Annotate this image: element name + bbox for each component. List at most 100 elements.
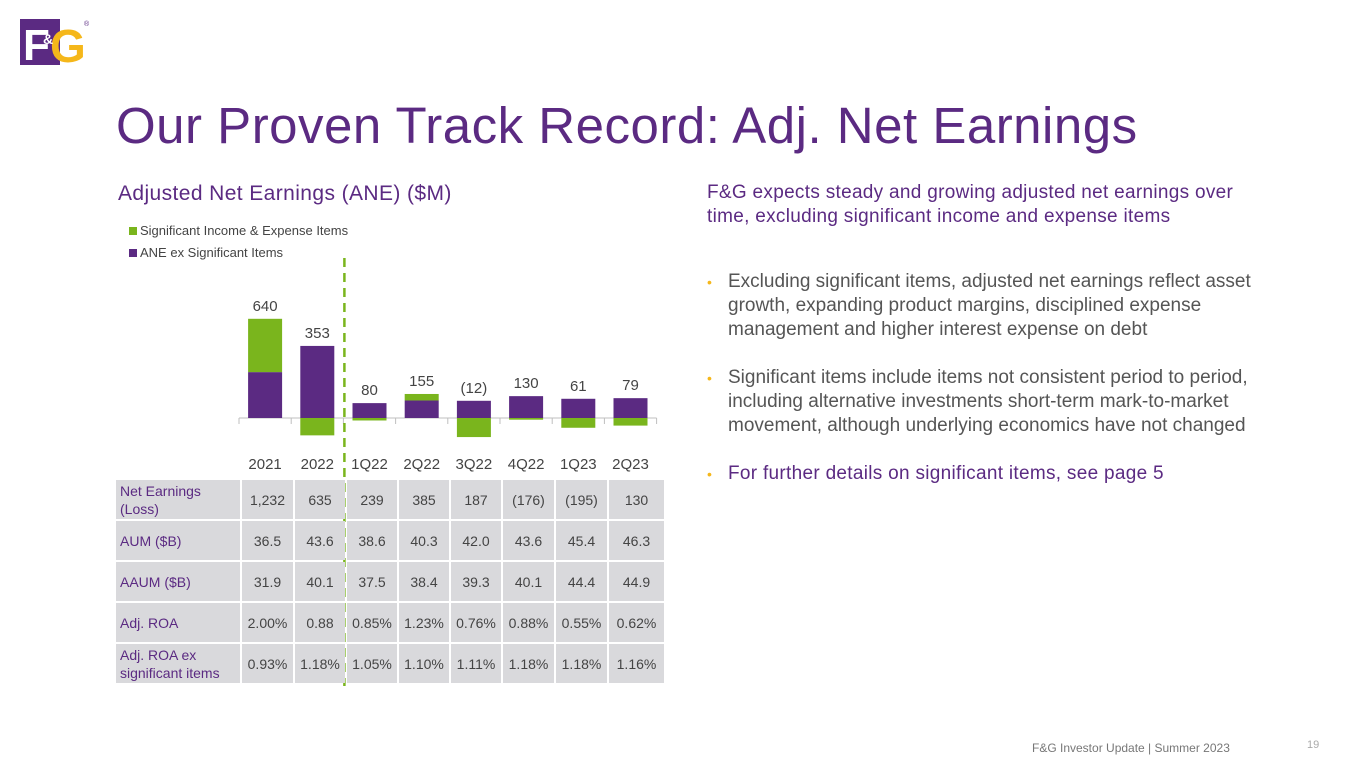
table-cell: 44.4 bbox=[556, 562, 607, 601]
category-label: 2Q22 bbox=[403, 456, 440, 473]
fg-logo: F G & ® bbox=[20, 19, 90, 67]
table-cell: 43.6 bbox=[503, 521, 554, 560]
bar-ane-ex-significant bbox=[561, 398, 596, 418]
chart-title: Adjusted Net Earnings (ANE) ($M) bbox=[118, 182, 452, 205]
data-label-total: 79 bbox=[622, 377, 639, 394]
table-cell: 38.6 bbox=[347, 521, 397, 560]
adjusted-net-earnings-chart: 640 2021 353 2022 80 1Q22 155 2Q22 (12) 3Q22 130 4Q… bbox=[238, 258, 658, 686]
row-label: Net Earnings (Loss) bbox=[116, 480, 240, 519]
table-cell: 46.3 bbox=[609, 521, 664, 560]
data-label-total: 130 bbox=[514, 375, 539, 392]
table-cell: 0.76% bbox=[451, 603, 501, 642]
data-label-total: (12) bbox=[461, 380, 488, 397]
category-label: 2021 bbox=[248, 456, 281, 473]
table-cell: 1.18% bbox=[556, 644, 607, 683]
table-cell: 40.1 bbox=[503, 562, 554, 601]
table-cell: 44.9 bbox=[609, 562, 664, 601]
metrics-table: Net Earnings (Loss) 1,232 635 239 385 187 (176… bbox=[114, 478, 666, 685]
table-cell: (176) bbox=[503, 480, 554, 519]
bar-significant-items bbox=[300, 418, 335, 436]
table-cell: 385 bbox=[399, 480, 449, 519]
row-label: Adj. ROA bbox=[116, 603, 240, 642]
category-label: 3Q22 bbox=[456, 456, 493, 473]
table-cell: 1.05% bbox=[347, 644, 397, 683]
bullet-item-highlight: • For further details on significant item… bbox=[707, 462, 1267, 486]
legend-label: ANE ex Significant Items bbox=[140, 245, 284, 260]
bar-ane-ex-significant bbox=[352, 403, 387, 418]
bullet-dot: • bbox=[707, 370, 712, 386]
data-label-total: 353 bbox=[305, 325, 330, 342]
table-row: AUM ($B) 36.5 43.6 38.6 40.3 42.0 43.6 45.4 46.3 bbox=[116, 521, 664, 560]
legend-swatch-purple bbox=[129, 248, 137, 257]
table-cell: 0.85% bbox=[347, 603, 397, 642]
table-cell: 0.88 bbox=[295, 603, 345, 642]
logo-ampersand: & bbox=[43, 31, 53, 47]
table-cell: 187 bbox=[451, 480, 501, 519]
table-cell: 31.9 bbox=[242, 562, 293, 601]
bullet-text: For further details on significant items… bbox=[728, 463, 1164, 484]
right-heading: F&G expects steady and growing adjusted … bbox=[707, 182, 1234, 227]
table-row: Adj. ROA ex significant items 0.93% 1.18% 1… bbox=[116, 644, 664, 683]
legend-item-ane-ex: ANE ex Significant Items bbox=[129, 245, 283, 260]
table-cell: 0.62% bbox=[609, 603, 664, 642]
bullet-text: Excluding significant items, adjusted ne… bbox=[728, 271, 1251, 340]
table-cell: 635 bbox=[295, 480, 345, 519]
legend-item-significant: Significant Income & Expense Items bbox=[129, 223, 348, 238]
bullet-text: Significant items include items not cons… bbox=[728, 367, 1248, 436]
bullet-list: • Excluding significant items, adjusted n… bbox=[707, 270, 1267, 510]
legend-label: Significant Income & Expense Items bbox=[140, 223, 349, 238]
table-row: Adj. ROA 2.00% 0.88 0.85% 1.23% 0.76% 0.88% 0.5… bbox=[116, 603, 664, 642]
bar-ane-ex-significant bbox=[404, 400, 439, 418]
table-cell: 40.3 bbox=[399, 521, 449, 560]
category-label: 1Q22 bbox=[351, 456, 388, 473]
legend-swatch-green bbox=[129, 226, 137, 235]
table-cell: 42.0 bbox=[451, 521, 501, 560]
data-label-total: 640 bbox=[253, 298, 278, 315]
category-label: 2022 bbox=[301, 456, 334, 473]
row-label: Adj. ROA ex significant items bbox=[116, 644, 240, 683]
table-cell: 43.6 bbox=[295, 521, 345, 560]
bullet-item: • Significant items include items not con… bbox=[707, 366, 1267, 438]
bar-significant-items bbox=[613, 418, 648, 426]
table-cell: 38.4 bbox=[399, 562, 449, 601]
table-cell: 0.93% bbox=[242, 644, 293, 683]
row-label: AAUM ($B) bbox=[116, 562, 240, 601]
data-label-total: 61 bbox=[570, 378, 587, 395]
table-cell: 2.00% bbox=[242, 603, 293, 642]
bar-ane-ex-significant bbox=[248, 372, 283, 418]
bar-significant-items bbox=[404, 393, 439, 401]
bullet-dot: • bbox=[707, 466, 713, 482]
data-label-total: 155 bbox=[409, 373, 434, 390]
logo-letter-f: F bbox=[23, 21, 50, 67]
table-row: AAUM ($B) 31.9 40.1 37.5 38.4 39.3 40.1 44.4 44.… bbox=[116, 562, 664, 601]
table-cell: 1.10% bbox=[399, 644, 449, 683]
table-row: Net Earnings (Loss) 1,232 635 239 385 187 (176… bbox=[116, 480, 664, 519]
bar-ane-ex-significant bbox=[509, 396, 544, 418]
bar-significant-items bbox=[561, 418, 596, 428]
bar-ane-ex-significant bbox=[613, 398, 648, 418]
bar-ane-ex-significant bbox=[300, 345, 335, 418]
table-cell: 1.23% bbox=[399, 603, 449, 642]
table-cell: 0.88% bbox=[503, 603, 554, 642]
table-cell: 1.16% bbox=[609, 644, 664, 683]
table-cell: (195) bbox=[556, 480, 607, 519]
logo-letter-g: G bbox=[50, 20, 86, 67]
bar-ane-ex-significant bbox=[456, 400, 491, 418]
table-cell: 1,232 bbox=[242, 480, 293, 519]
category-label: 4Q22 bbox=[508, 456, 545, 473]
bar-significant-items bbox=[509, 418, 544, 420]
bar-significant-items bbox=[352, 418, 387, 421]
bullet-item: • Excluding significant items, adjusted n… bbox=[707, 270, 1267, 342]
data-label-total: 80 bbox=[361, 382, 378, 399]
category-label: 1Q23 bbox=[560, 456, 597, 473]
table-cell: 45.4 bbox=[556, 521, 607, 560]
page-number: 19 bbox=[1307, 739, 1320, 751]
bar-significant-items bbox=[456, 418, 491, 438]
table-cell: 1.18% bbox=[295, 644, 345, 683]
footer-text: F&G Investor Update | Summer 2023 bbox=[1032, 741, 1230, 755]
table-cell: 1.18% bbox=[503, 644, 554, 683]
logo-registered-mark: ® bbox=[84, 20, 90, 28]
table-cell: 0.55% bbox=[556, 603, 607, 642]
table-cell: 37.5 bbox=[347, 562, 397, 601]
table-cell: 1.11% bbox=[451, 644, 501, 683]
